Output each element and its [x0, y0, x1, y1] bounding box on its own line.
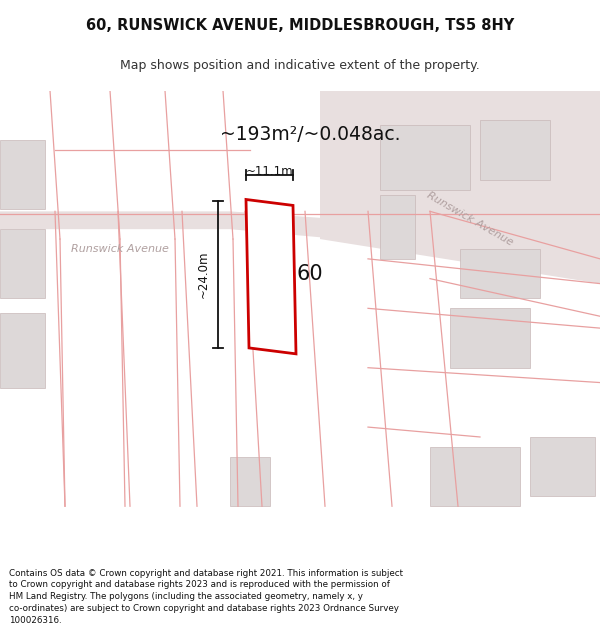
Polygon shape	[530, 437, 595, 496]
Polygon shape	[480, 120, 550, 180]
Polygon shape	[230, 457, 270, 506]
Polygon shape	[450, 308, 530, 368]
Text: ~11.1m: ~11.1m	[245, 165, 293, 178]
Text: ~24.0m: ~24.0m	[197, 251, 210, 298]
Text: 60: 60	[296, 264, 323, 284]
Polygon shape	[0, 229, 45, 298]
Text: Runswick Avenue: Runswick Avenue	[425, 191, 515, 248]
Text: Contains OS data © Crown copyright and database right 2021. This information is : Contains OS data © Crown copyright and d…	[9, 569, 403, 625]
Text: Map shows position and indicative extent of the property.: Map shows position and indicative extent…	[120, 59, 480, 72]
Polygon shape	[380, 194, 415, 259]
Polygon shape	[0, 313, 45, 388]
Polygon shape	[246, 199, 296, 354]
Text: ~193m²/~0.048ac.: ~193m²/~0.048ac.	[220, 125, 401, 144]
Text: Runswick Avenue: Runswick Avenue	[71, 244, 169, 254]
Polygon shape	[430, 447, 520, 506]
Polygon shape	[320, 91, 600, 284]
Polygon shape	[460, 249, 540, 298]
Polygon shape	[0, 211, 600, 279]
Polygon shape	[380, 125, 470, 189]
Polygon shape	[0, 91, 600, 566]
Polygon shape	[0, 140, 45, 209]
Text: 60, RUNSWICK AVENUE, MIDDLESBROUGH, TS5 8HY: 60, RUNSWICK AVENUE, MIDDLESBROUGH, TS5 …	[86, 18, 514, 33]
